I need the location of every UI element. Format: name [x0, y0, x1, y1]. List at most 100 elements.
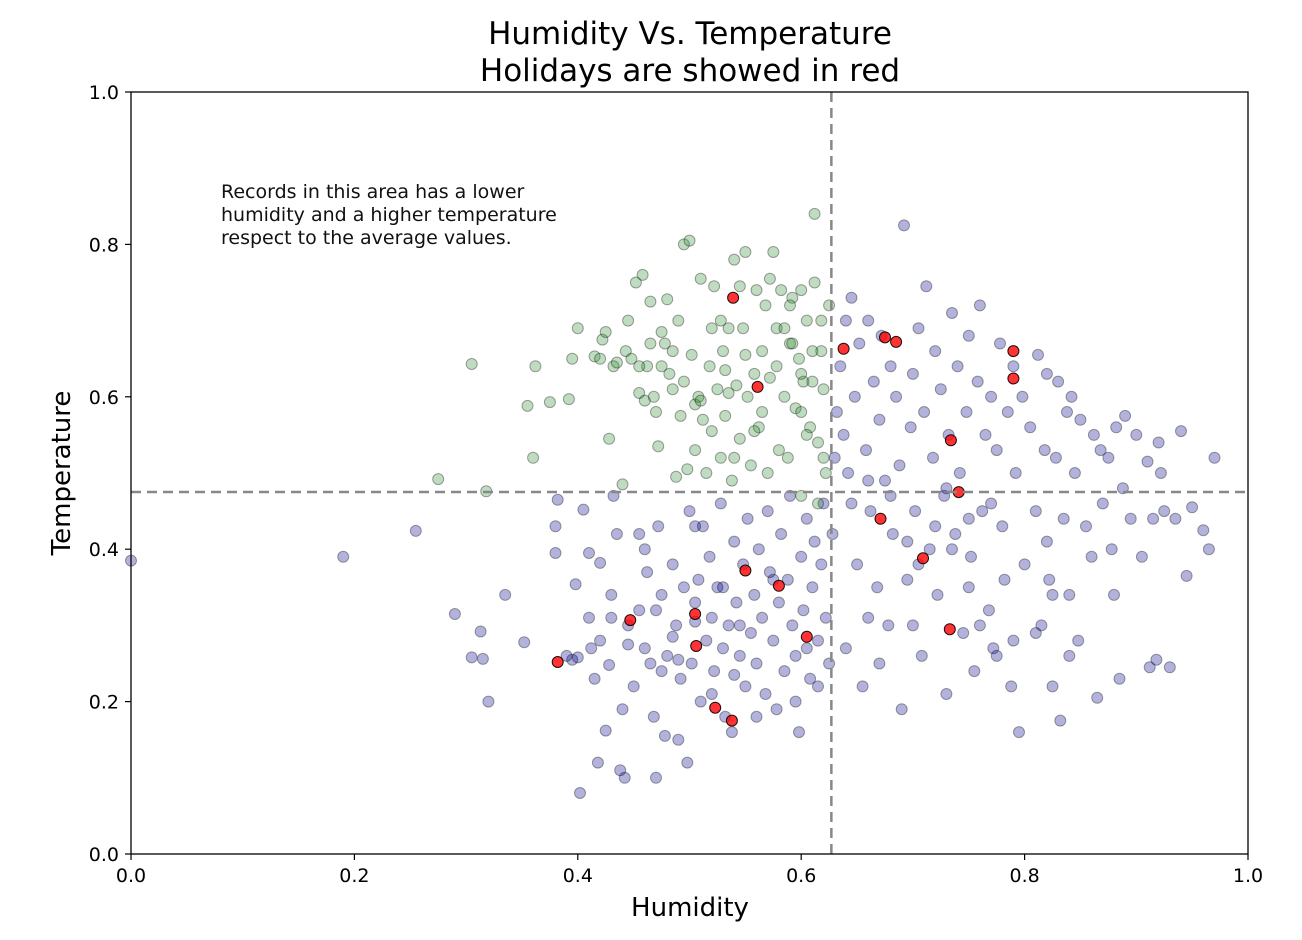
scatter-point	[943, 623, 956, 636]
scatter-point	[965, 550, 977, 563]
scatter-point	[741, 390, 754, 403]
scatter-point	[1016, 390, 1029, 403]
scatter-point	[901, 573, 914, 586]
scatter-point	[616, 478, 629, 491]
scatter-point	[761, 467, 774, 479]
scatter-point	[1096, 497, 1109, 510]
scatter-point	[817, 451, 830, 464]
scatter-point	[784, 299, 796, 312]
scatter-point	[703, 360, 716, 373]
scatter-point	[748, 588, 761, 601]
scatter-point	[756, 345, 769, 358]
scatter-point	[499, 588, 512, 601]
y-tick-label: 0.2	[89, 692, 119, 714]
scatter-point	[674, 409, 687, 422]
axis-ticks: 0.0 0.2 0.4 0.6 0.8 1.0 0.0 0.2 0.4 0.6 0.8 1.0	[89, 82, 1263, 887]
scatter-point	[551, 656, 564, 668]
y-tick-label: 0.8	[89, 234, 119, 256]
scatter-point	[808, 276, 821, 289]
scatter-point	[934, 383, 947, 396]
scatter-point	[663, 367, 676, 380]
scatter-point	[658, 729, 671, 742]
scatter-point	[1046, 680, 1059, 693]
plot-frame	[130, 91, 1249, 855]
scatter-point	[647, 710, 660, 723]
scatter-point	[730, 596, 743, 609]
scatter-point	[666, 558, 679, 571]
scatter-point	[808, 535, 821, 548]
scatter-point	[685, 657, 698, 670]
scatter-point	[543, 396, 556, 409]
scatter-point	[737, 322, 750, 335]
scatter-point	[629, 276, 642, 289]
scatter-point	[800, 314, 813, 327]
scatter-point	[591, 756, 604, 769]
scatter-point	[655, 665, 668, 678]
scatter-point	[976, 505, 989, 518]
scatter-point	[666, 345, 679, 358]
scatter-point	[871, 581, 884, 594]
scatter-point	[1186, 501, 1199, 514]
scatter-point	[652, 520, 665, 533]
scatter-point	[915, 649, 928, 662]
scatter-point	[1007, 345, 1020, 358]
scatter-point	[806, 581, 819, 594]
scatter-point	[837, 428, 850, 441]
scatter-point	[594, 634, 607, 647]
x-tick-label: 0.6	[786, 865, 816, 887]
scatter-point	[705, 688, 718, 700]
scatter-point	[705, 611, 718, 624]
annotation-line: Records in this area has a lower	[221, 181, 525, 203]
scatter-point	[655, 326, 668, 338]
scatter-point	[797, 375, 810, 388]
scatter-point	[770, 360, 783, 373]
scatter-point	[638, 543, 651, 556]
scatter-point	[759, 299, 772, 312]
scatter-point	[1029, 505, 1042, 518]
scatter-point	[694, 272, 707, 285]
scatter-point	[672, 653, 685, 666]
scatter-point	[625, 352, 638, 365]
series-1	[432, 207, 836, 510]
scatter-point	[929, 345, 942, 358]
scatter-point	[795, 367, 808, 380]
scatter-point	[839, 642, 852, 655]
scatter-point	[739, 246, 752, 258]
scatter-point	[603, 659, 616, 671]
scatter-point	[1009, 467, 1022, 479]
scatter-point	[661, 649, 674, 662]
scatter-point	[1143, 661, 1156, 674]
scatter-point	[1105, 543, 1118, 556]
scatter-point	[1091, 691, 1104, 704]
x-axis-label: Humidity	[631, 893, 749, 923]
scatter-point	[957, 627, 970, 639]
scatter-point	[946, 307, 958, 319]
scatter-point	[998, 573, 1011, 586]
scatter-point	[1063, 588, 1076, 601]
scatter-point	[638, 642, 651, 655]
scatter-point	[873, 657, 886, 670]
scatter-point	[884, 360, 897, 373]
scatter-point	[705, 322, 718, 335]
scatter-point	[1087, 428, 1100, 441]
scatter-point	[603, 432, 616, 445]
scatter-point	[650, 406, 662, 418]
scatter-point	[1202, 543, 1215, 556]
scatter-point	[912, 322, 925, 335]
scatter-point	[778, 322, 791, 335]
scatter-point	[549, 520, 562, 533]
scatter-point	[789, 402, 802, 415]
scatter-point	[744, 627, 757, 639]
scatter-point	[689, 520, 702, 533]
scatter-point	[1113, 672, 1126, 685]
scatter-point	[594, 556, 607, 569]
scatter-point	[800, 642, 813, 655]
y-tick-label: 1.0	[89, 82, 119, 104]
scatter-point	[661, 293, 674, 306]
scatter-point	[1085, 550, 1098, 563]
series-2	[551, 291, 1020, 727]
scatter-point	[815, 314, 828, 327]
scatter-point	[1065, 390, 1078, 403]
scatter-point	[1018, 558, 1031, 571]
